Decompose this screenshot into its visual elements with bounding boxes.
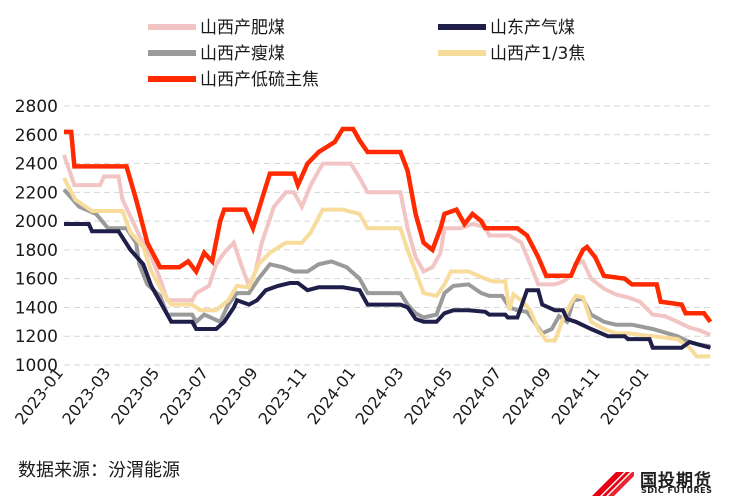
- x-tick-label: 2023-07: [156, 364, 212, 428]
- logo-en-text: SDIC FUTURES: [641, 486, 713, 495]
- series-line-navy: [64, 222, 711, 350]
- sdic-logo: 国投期货 SDIC FUTURES: [590, 464, 740, 500]
- x-tick-label: 2024-07: [449, 364, 505, 428]
- x-tick-label: 2025-01: [597, 364, 653, 428]
- legend-label: 山西产低硫主焦: [200, 70, 319, 90]
- series-line-cream: [62, 176, 711, 359]
- series-lines: [62, 126, 713, 359]
- x-tick-label: 2024-11: [548, 364, 604, 428]
- x-tick-label: 2024-05: [400, 364, 456, 428]
- legend-label: 山西产肥煤: [200, 18, 285, 38]
- x-tick-label: 2024-01: [303, 364, 359, 428]
- logo-cn-text: 国投期货: [640, 471, 712, 491]
- x-tick-label: 2023-03: [58, 364, 114, 428]
- y-tick-label: 2800: [15, 97, 58, 117]
- series-line-pink: [62, 154, 712, 337]
- x-tick-label: 2023-09: [206, 364, 262, 428]
- series-line-red: [64, 126, 713, 324]
- legend-label: 山西产瘦煤: [200, 44, 285, 64]
- x-tick-label: 2024-03: [351, 364, 407, 428]
- series-line-gray: [62, 188, 711, 349]
- y-tick-label: 1800: [15, 241, 58, 261]
- legend-label: 山东产气煤: [490, 18, 575, 38]
- sdic-logo-icon: [592, 472, 634, 496]
- y-tick-label: 1400: [15, 298, 58, 318]
- y-tick-label: 1000: [15, 356, 58, 376]
- y-tick-label: 2200: [15, 183, 58, 203]
- x-tick-label: 2024-09: [499, 364, 555, 428]
- x-tick-label: 2023-05: [107, 364, 163, 428]
- y-tick-label: 1600: [15, 270, 58, 290]
- y-tick-label: 2400: [15, 155, 58, 175]
- y-tick-label: 1200: [15, 327, 58, 347]
- y-tick-label: 2000: [15, 212, 58, 232]
- source-note: 数据来源：汾渭能源: [18, 460, 180, 481]
- x-axis-ticks: 2023-012023-032023-052023-072023-092023-…: [11, 364, 653, 428]
- y-axis-ticks: 1000 1200 1400 1600 1800 2000 2200 2400 2600 2800: [15, 97, 58, 376]
- x-tick-label: 2023-11: [255, 364, 311, 428]
- y-tick-label: 2600: [15, 126, 58, 146]
- legend-label: 山西产1/3焦: [490, 44, 585, 64]
